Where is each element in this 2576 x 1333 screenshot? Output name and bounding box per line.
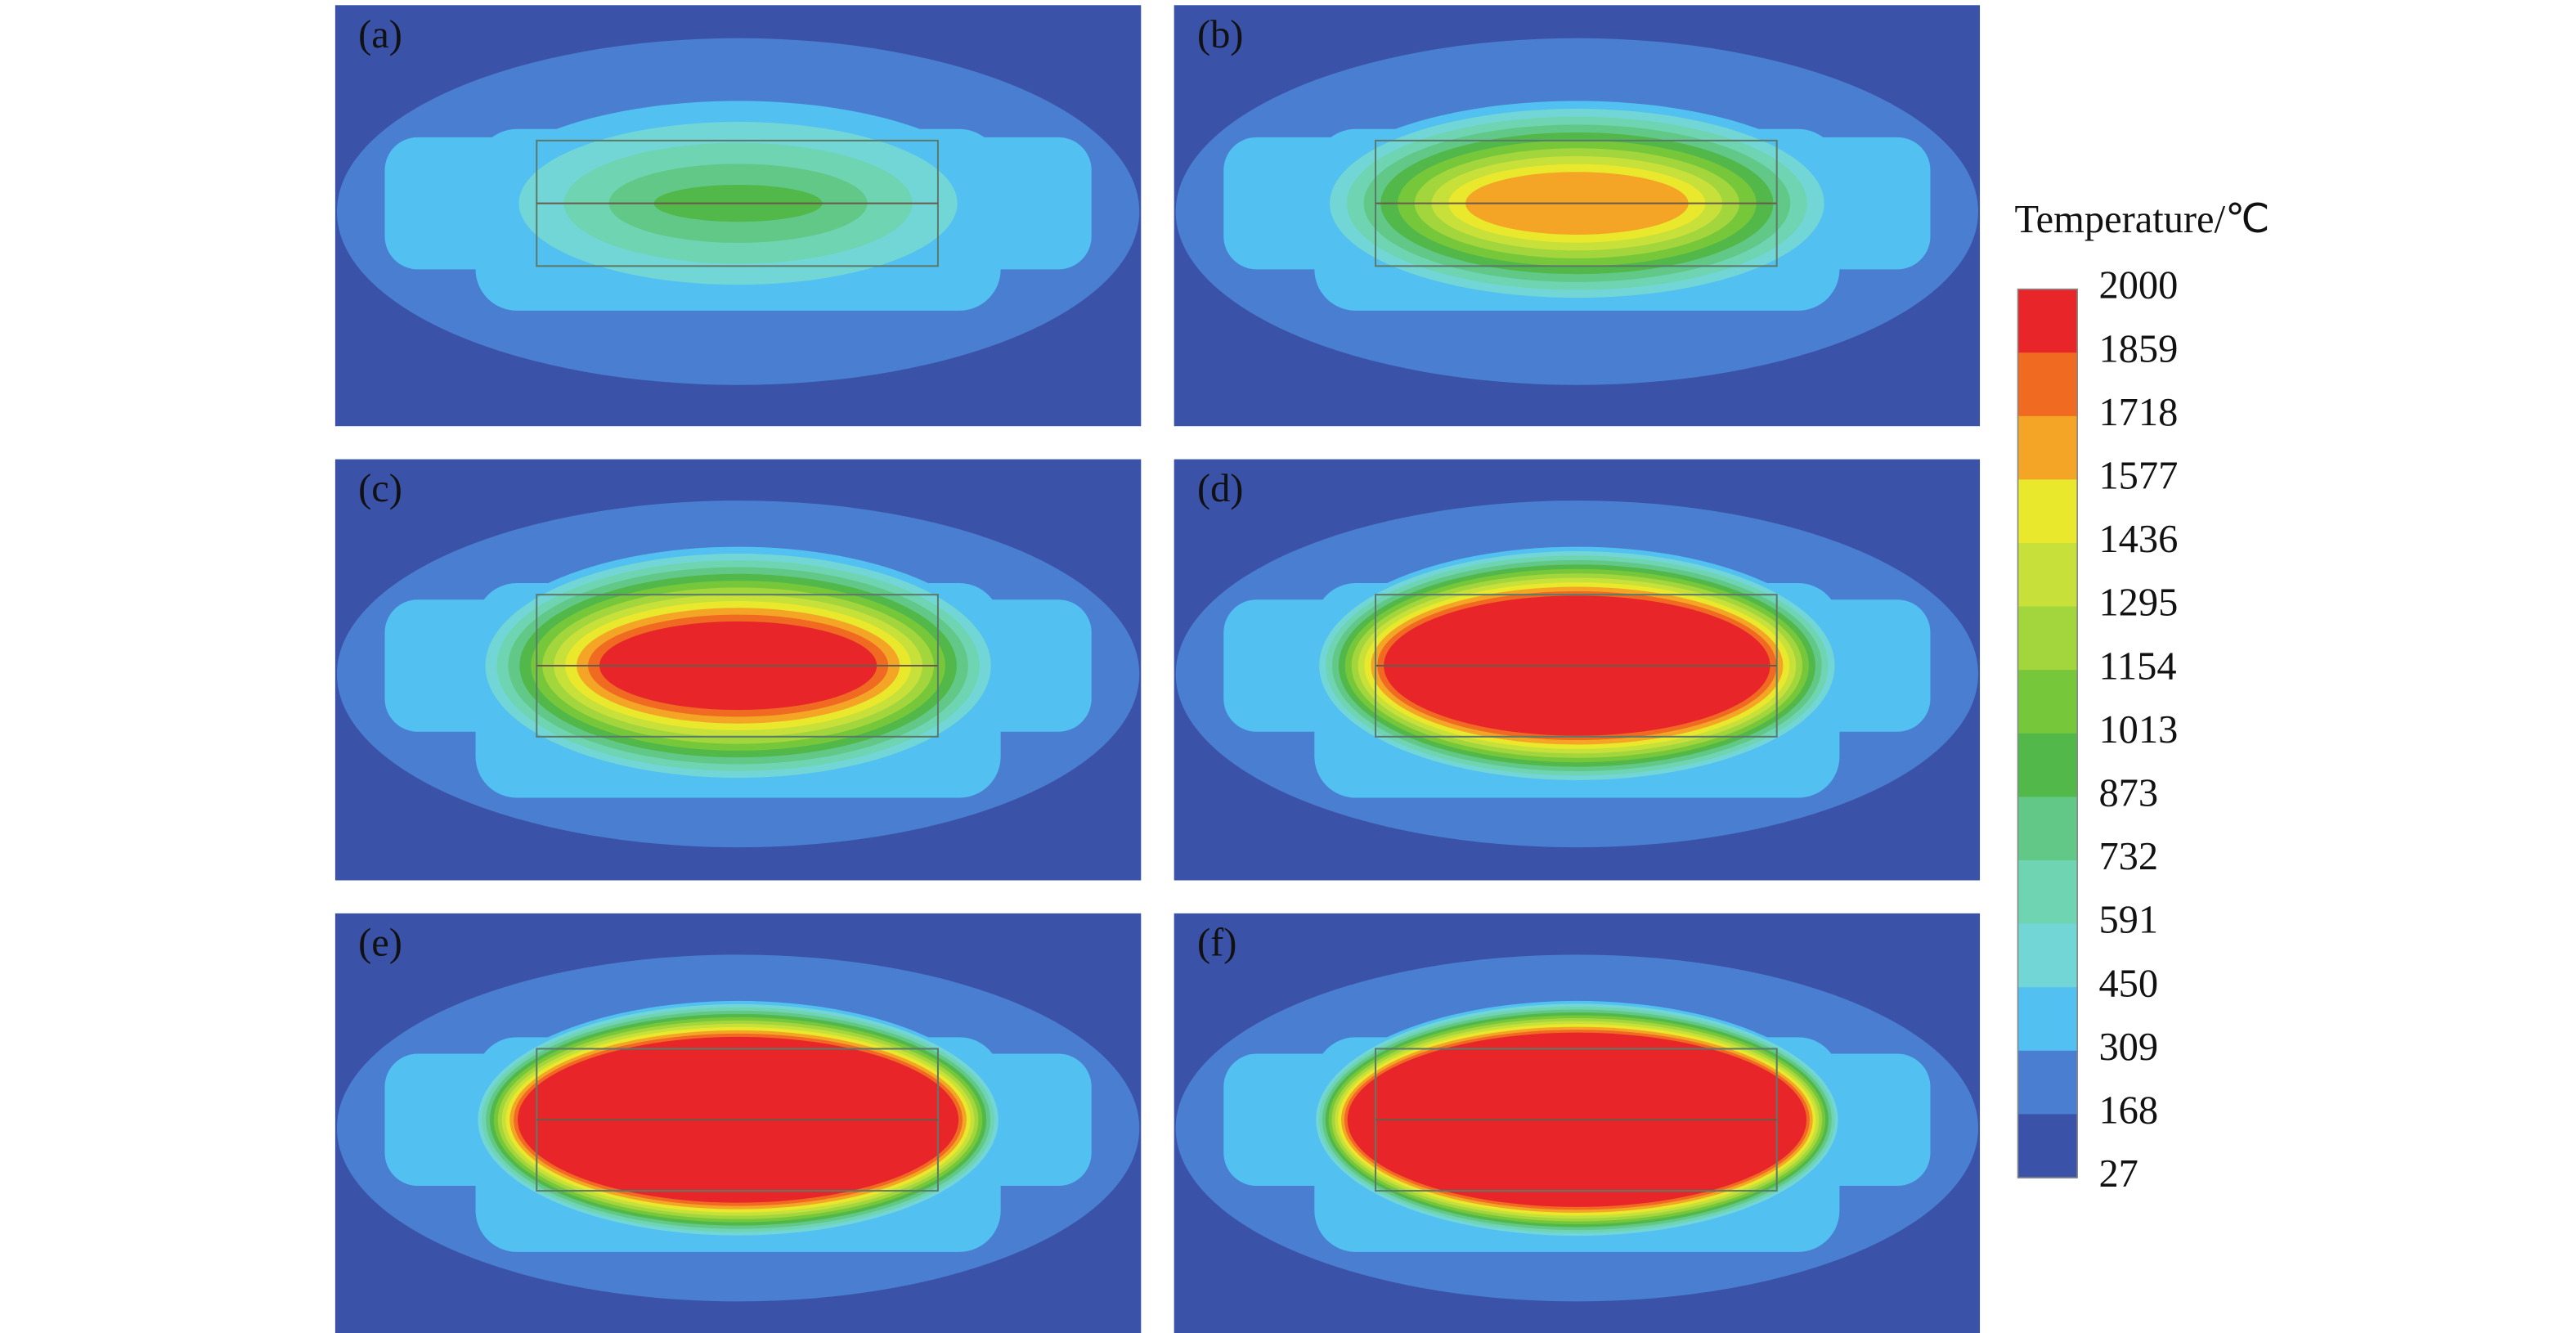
- colorbar-band: [2017, 1114, 2078, 1178]
- contour-panel: (d): [1174, 459, 1981, 881]
- contour-panel: (e): [334, 913, 1142, 1333]
- colorbar-label: 1718: [2098, 391, 2178, 434]
- colorbar-label: 309: [2098, 1026, 2158, 1069]
- colorbar-label: 168: [2098, 1088, 2158, 1132]
- colorbar-band: [2017, 1050, 2078, 1115]
- colorbar-label: 1859: [2098, 327, 2178, 370]
- colorbar-band: [2017, 542, 2078, 608]
- colorbar-band: [2017, 289, 2078, 354]
- colorbar-band: [2017, 923, 2078, 989]
- colorbar-label: 1577: [2098, 455, 2178, 498]
- panel-label: (f): [1197, 921, 1236, 964]
- colorbar-band: [2017, 479, 2078, 544]
- panel-label: (e): [358, 921, 402, 964]
- colorbar-label: 27: [2098, 1152, 2138, 1196]
- colorbar-label: 1154: [2098, 644, 2176, 688]
- colorbar-band: [2017, 352, 2078, 417]
- colorbar-band: [2017, 859, 2078, 925]
- panel-label: (c): [358, 467, 402, 510]
- colorbar-band: [2017, 733, 2078, 798]
- colorbar-title: Temperature/℃: [2014, 198, 2269, 241]
- colorbar-band: [2017, 670, 2078, 734]
- contour-panel: (f): [1174, 913, 1981, 1333]
- colorbar-label: 2000: [2098, 264, 2178, 307]
- colorbar-label: 873: [2098, 772, 2158, 815]
- colorbar-frame: [2017, 288, 2078, 1178]
- colorbar-label: 1436: [2098, 518, 2178, 561]
- colorbar-band: [2017, 987, 2078, 1052]
- colorbar-label: 591: [2098, 899, 2158, 942]
- colorbar-label: 1295: [2098, 581, 2178, 625]
- contour-panel: (c): [334, 459, 1142, 881]
- panel-label: (a): [358, 13, 402, 56]
- panel-label: (b): [1197, 13, 1244, 56]
- colorbar-label: 1013: [2098, 708, 2178, 752]
- colorbar-label: 450: [2098, 962, 2158, 1005]
- colorbar-band: [2017, 606, 2078, 671]
- colorbar-band: [2017, 797, 2078, 861]
- contour-panel: (b): [1174, 5, 1981, 427]
- colorbar-label: 732: [2098, 835, 2158, 878]
- colorbar-band: [2017, 415, 2078, 481]
- contour-panel: (a): [334, 5, 1142, 427]
- panel-label: (d): [1197, 467, 1244, 510]
